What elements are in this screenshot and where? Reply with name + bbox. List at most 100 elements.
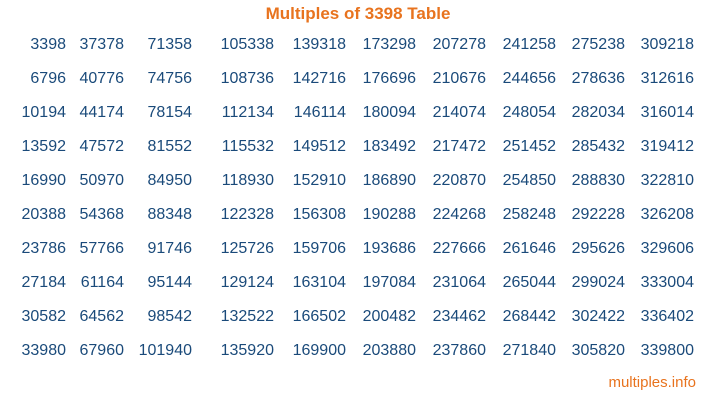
table-cell: 13592 (21, 138, 67, 155)
table-cell: 227666 (432, 240, 486, 257)
table-cell: 159706 (292, 240, 346, 257)
table-cell: 64562 (79, 308, 125, 325)
table-cell: 271840 (502, 342, 556, 359)
table-cell: 50970 (79, 172, 125, 189)
table-cell: 197084 (362, 274, 416, 291)
table-cell: 156308 (292, 206, 346, 223)
table-cell: 210676 (432, 70, 486, 87)
table-cell: 326208 (640, 206, 694, 223)
table-cell: 67960 (79, 342, 125, 359)
table-cell: 302422 (571, 308, 625, 325)
table-cell: 47572 (79, 138, 125, 155)
table-cell: 241258 (502, 36, 556, 53)
table-cell: 20388 (21, 206, 67, 223)
table-cell: 333004 (640, 274, 694, 291)
table-cell: 339800 (640, 342, 694, 359)
table-cell: 152910 (292, 172, 346, 189)
table-cell: 81552 (147, 138, 193, 155)
table-cell: 265044 (502, 274, 556, 291)
table-cell: 180094 (362, 104, 416, 121)
table-cell: 112134 (221, 104, 274, 121)
table-cell: 176696 (362, 70, 416, 87)
table-cell: 275238 (571, 36, 625, 53)
table-cell: 169900 (292, 342, 346, 359)
table-cell: 237860 (432, 342, 486, 359)
table-cell: 27184 (21, 274, 67, 291)
table-cell: 322810 (640, 172, 694, 189)
table-cell: 54368 (79, 206, 125, 223)
table-cell: 84950 (147, 172, 193, 189)
table-cell: 278636 (571, 70, 625, 87)
table-cell: 74756 (147, 70, 193, 87)
page-title: Multiples of 3398 Table (265, 4, 451, 23)
table-cell: 244656 (502, 70, 556, 87)
table-cell: 3398 (30, 36, 66, 53)
table-cell: 108736 (220, 70, 274, 87)
table-cell: 251452 (502, 138, 556, 155)
table-cell: 91746 (147, 240, 193, 257)
table-cell: 78154 (147, 104, 193, 121)
table-cell: 88348 (147, 206, 193, 223)
table-cell: 234462 (432, 308, 486, 325)
table-cell: 309218 (640, 36, 694, 53)
table-cell: 254850 (502, 172, 556, 189)
table-cell: 142716 (292, 70, 346, 87)
table-cell: 319412 (640, 138, 694, 155)
table-cell: 248054 (502, 104, 556, 121)
table-cell: 336402 (640, 308, 694, 325)
table-cell: 329606 (640, 240, 694, 257)
table-cell: 125726 (220, 240, 274, 257)
table-cell: 149512 (292, 138, 346, 155)
table-cell: 115532 (221, 138, 274, 155)
table-cell: 207278 (432, 36, 486, 53)
table-cell: 122328 (220, 206, 274, 223)
table-cell: 316014 (640, 104, 694, 121)
table-cell: 299024 (571, 274, 625, 291)
table-cell: 203880 (362, 342, 416, 359)
table-cell: 37378 (79, 36, 125, 53)
table-cell: 132522 (220, 308, 274, 325)
table-cell: 135920 (220, 342, 274, 359)
table-cell: 186890 (362, 172, 416, 189)
table-cell: 23786 (21, 240, 67, 257)
table-cell: 282034 (571, 104, 625, 121)
table-cell: 288830 (571, 172, 625, 189)
table-cell: 190288 (362, 206, 416, 223)
table-cell: 261646 (502, 240, 556, 257)
table-cell: 173298 (362, 36, 416, 53)
table-cell: 183492 (362, 138, 416, 155)
table-cell: 285432 (571, 138, 625, 155)
table-cell: 295626 (571, 240, 625, 257)
table-cell: 268442 (502, 308, 556, 325)
table-cell: 16990 (21, 172, 67, 189)
table-cell: 98542 (147, 308, 193, 325)
table-cell: 30582 (21, 308, 67, 325)
table-cell: 40776 (79, 70, 125, 87)
table-cell: 217472 (432, 138, 486, 155)
table-cell: 305820 (571, 342, 625, 359)
table-cell: 258248 (502, 206, 556, 223)
table-cell: 71358 (147, 36, 193, 53)
table-cell: 146114 (293, 104, 346, 121)
table-cell: 220870 (432, 172, 486, 189)
table-cell: 129124 (220, 274, 274, 291)
table-cell: 10194 (21, 104, 67, 121)
table-cell: 95144 (147, 274, 193, 291)
site-link[interactable]: multiples.info (608, 374, 696, 391)
table-cell: 101940 (138, 342, 192, 359)
table-cell: 231064 (432, 274, 486, 291)
table-cell: 57766 (79, 240, 125, 257)
table-cell: 118930 (221, 172, 274, 189)
table-cell: 6796 (30, 70, 66, 87)
table-cell: 200482 (362, 308, 416, 325)
table-cell: 163104 (292, 274, 346, 291)
table-cell: 224268 (432, 206, 486, 223)
table-cell: 61164 (80, 274, 124, 291)
table-cell: 139318 (292, 36, 346, 53)
table-cell: 193686 (362, 240, 416, 257)
table-cell: 214074 (432, 104, 486, 121)
table-cell: 166502 (292, 308, 346, 325)
table-cell: 312616 (640, 70, 694, 87)
table-cell: 44174 (79, 104, 125, 121)
table-cell: 33980 (21, 342, 67, 359)
